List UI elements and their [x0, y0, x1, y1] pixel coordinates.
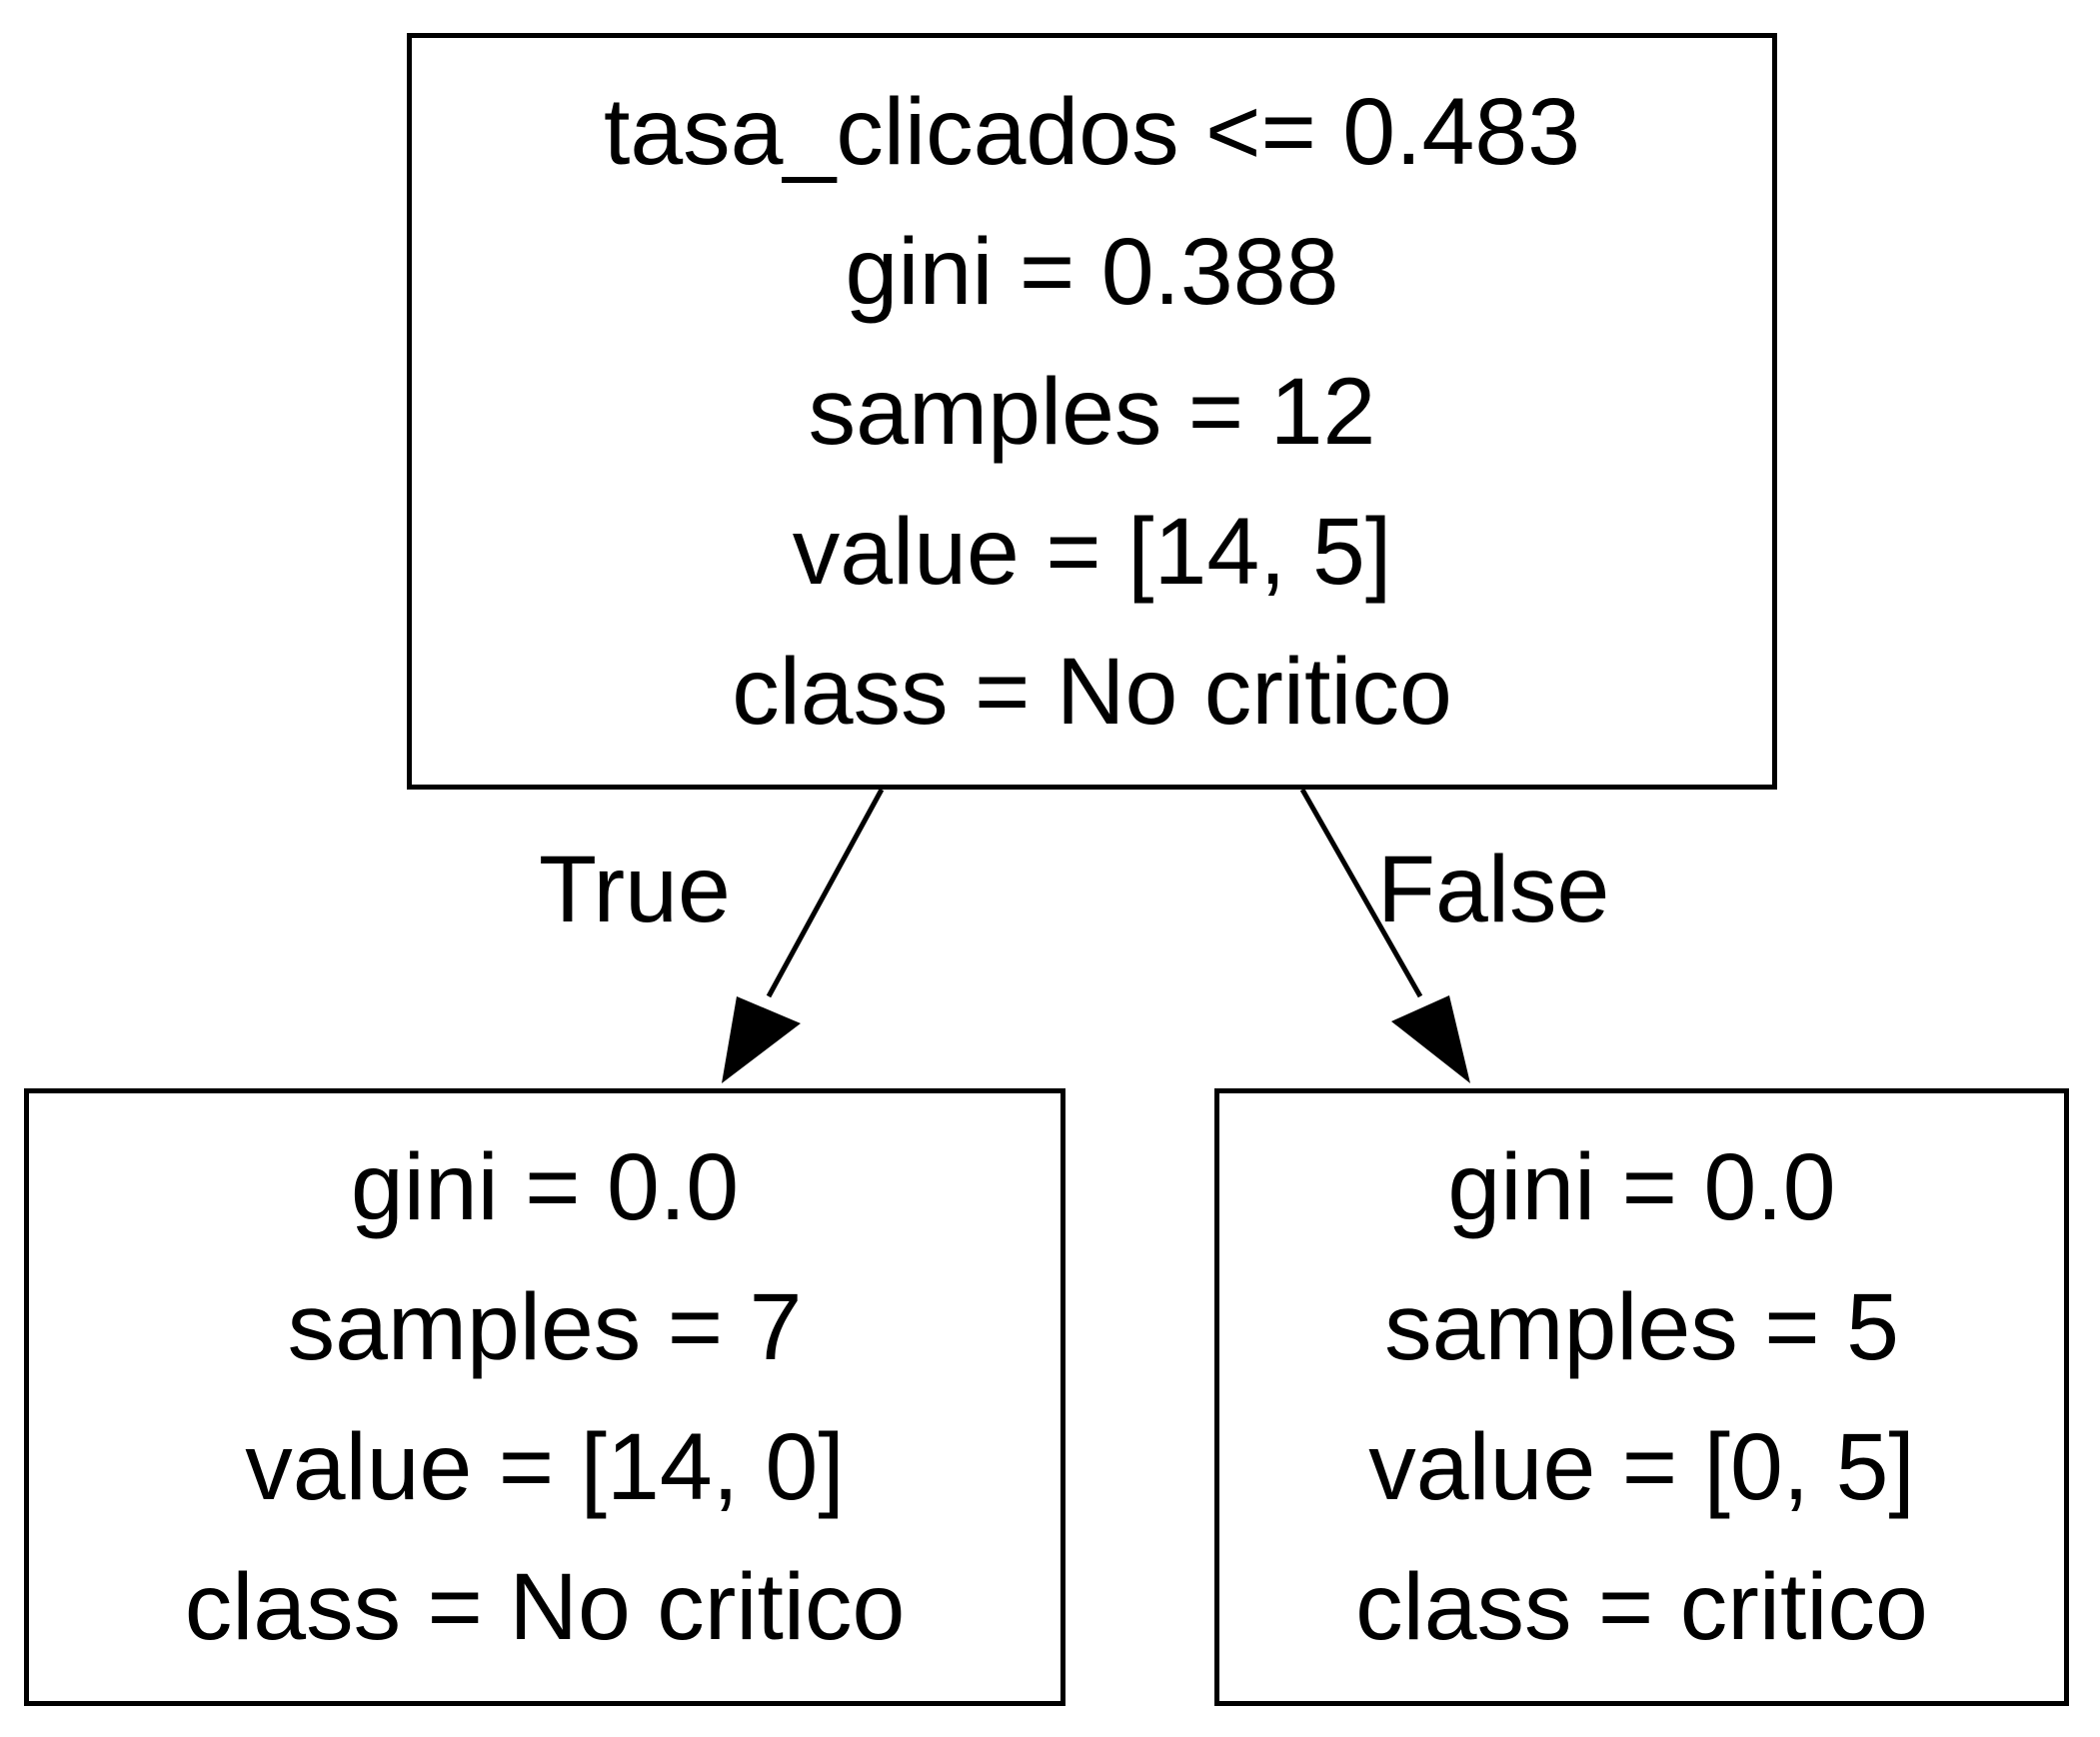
- left-value: value = [14, 0]: [245, 1414, 845, 1520]
- root-split-condition: tasa_clicados <= 0.483: [603, 78, 1581, 185]
- edge-false-arrowhead: [1391, 995, 1470, 1083]
- left-leaf-node: gini = 0.0 samples = 7 value = [14, 0] c…: [24, 1088, 1065, 1706]
- edge-true-arrowhead: [722, 996, 801, 1083]
- root-samples: samples = 12: [808, 358, 1376, 465]
- root-value: value = [14, 5]: [792, 498, 1392, 605]
- left-class: class = No critico: [184, 1554, 906, 1660]
- edge-label-true: True: [539, 837, 731, 942]
- edge-false-line: [1299, 788, 1423, 998]
- right-gini: gini = 0.0: [1447, 1134, 1836, 1240]
- root-class: class = No critico: [732, 638, 1452, 745]
- edge-true-line: [766, 788, 885, 998]
- root-gini: gini = 0.388: [845, 218, 1339, 325]
- edge-label-false: False: [1377, 837, 1610, 942]
- left-gini: gini = 0.0: [350, 1134, 740, 1240]
- right-class: class = critico: [1355, 1554, 1928, 1660]
- root-node: tasa_clicados <= 0.483 gini = 0.388 samp…: [407, 33, 1777, 790]
- right-leaf-node: gini = 0.0 samples = 5 value = [0, 5] cl…: [1214, 1088, 2069, 1706]
- right-samples: samples = 5: [1384, 1274, 1899, 1380]
- left-samples: samples = 7: [287, 1274, 803, 1380]
- right-value: value = [0, 5]: [1368, 1414, 1915, 1520]
